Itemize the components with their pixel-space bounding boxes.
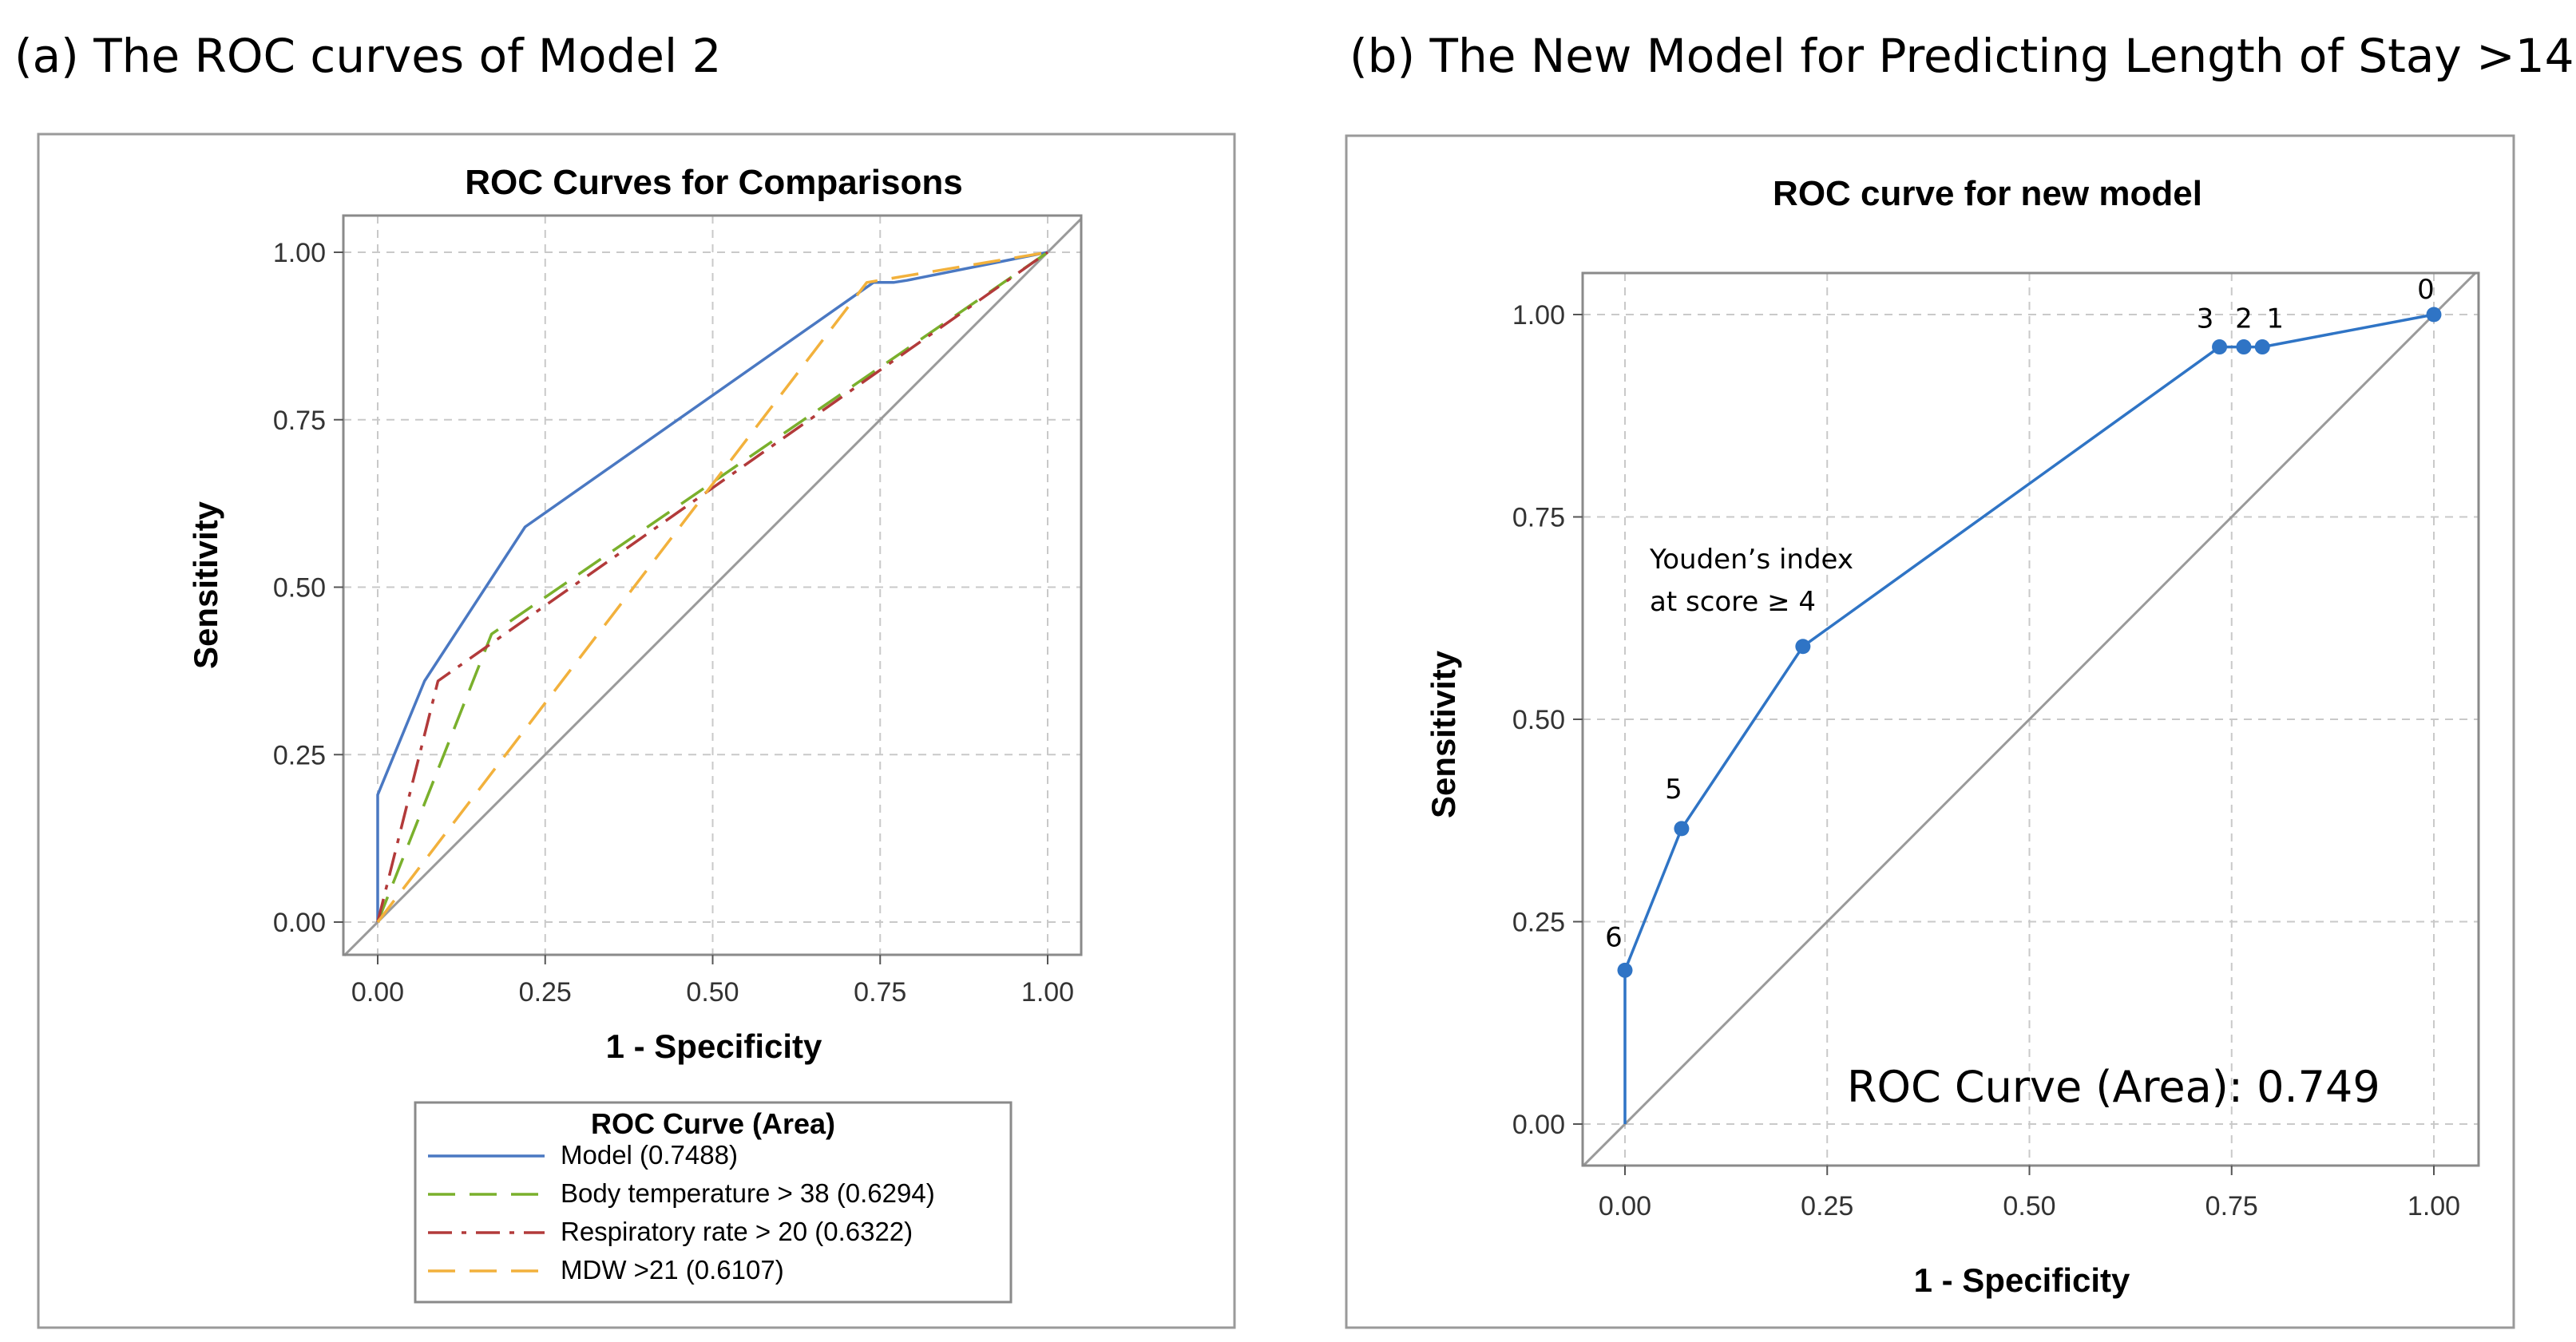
- score-point-4: [1795, 639, 1811, 655]
- x-tick-label: 1.00: [1021, 977, 1074, 1007]
- panel-b-label: (b) The New Model for Predicting Length …: [1349, 29, 2576, 83]
- y-tick-label: 0.25: [273, 740, 326, 770]
- y-tick-label: 0.00: [273, 908, 326, 938]
- x-tick-label: 0.75: [2205, 1191, 2258, 1221]
- x-tick-label: 0.25: [519, 977, 572, 1007]
- chart-b-title: ROC curve for new model: [1773, 174, 2202, 213]
- score-point-0: [2426, 307, 2442, 323]
- reference-diagonal-line: [343, 217, 1083, 957]
- series-line-1: [376, 251, 1048, 922]
- y-tick-label: 0.50: [273, 573, 326, 604]
- x-tick-label: 0.25: [1801, 1191, 1853, 1221]
- y-tick-label: 0.75: [1512, 503, 1565, 533]
- x-tick-label: 1.00: [2408, 1191, 2460, 1221]
- score-point-label-1: 1: [2266, 303, 2284, 335]
- score-point-5: [1674, 821, 1690, 837]
- x-tick-label: 0.00: [351, 977, 404, 1007]
- y-tick-label: 0.75: [273, 406, 326, 436]
- chart-a-x-axis-title: 1 - Specificity: [606, 1027, 822, 1065]
- score-point-label-3: 3: [2197, 303, 2214, 335]
- panel-b-frame: [1345, 134, 2515, 1329]
- y-tick-label: 1.00: [273, 238, 326, 268]
- x-tick-label: 0.50: [2003, 1191, 2055, 1221]
- legend-frame: [414, 1101, 1013, 1304]
- score-point-6: [1617, 962, 1633, 978]
- panel-a-frame: [37, 133, 1236, 1329]
- score-point-label-2: 2: [2235, 303, 2253, 335]
- score-point-label-0: 0: [2417, 274, 2435, 306]
- score-point-3: [2212, 339, 2228, 355]
- x-tick-label: 0.50: [686, 977, 739, 1007]
- x-tick-label: 0.00: [1599, 1191, 1651, 1221]
- score-point-2: [2236, 339, 2252, 355]
- youden-annotation-line-1: Youden’s index: [1649, 544, 1853, 576]
- y-tick-label: 0.00: [1512, 1110, 1565, 1140]
- chart-b-x-axis-title: 1 - Specificity: [1914, 1261, 2130, 1299]
- legend-label-4: MDW >21 (0.6107): [561, 1255, 784, 1285]
- series-line-4: [376, 251, 1048, 924]
- panel-a-label: (a) The ROC curves of Model 2: [14, 29, 721, 83]
- legend-label-3: Respiratory rate > 20 (0.6322): [561, 1217, 913, 1246]
- y-tick-label: 0.25: [1512, 908, 1565, 938]
- series-line-2: [376, 251, 1048, 923]
- auc-area-text: ROC Curve (Area): 0.749: [1847, 1062, 2380, 1112]
- legend-label-1: Model (0.7488): [561, 1140, 738, 1170]
- score-point-label-5: 5: [1665, 774, 1682, 806]
- chart-a-legend: ROC Curve (Area) Model (0.7488) Body temp…: [414, 1101, 1013, 1304]
- score-point-label-6: 6: [1605, 921, 1623, 953]
- chart-a-y-axis-title: Sensitivity: [187, 501, 224, 669]
- chart-b: ROC curve for new model 6 5 3 2 1 0 0.00 0.25 0…: [1425, 174, 2480, 1299]
- chart-b-y-axis-title: Sensitivity: [1425, 650, 1462, 818]
- youden-annotation-line-2: at score ≥ 4: [1650, 586, 1816, 618]
- legend-label-2: Body temperature > 38 (0.6294): [561, 1178, 935, 1208]
- score-point-1: [2254, 339, 2270, 355]
- y-tick-label: 0.50: [1512, 705, 1565, 735]
- series-line-3: [376, 251, 1049, 923]
- reference-diagonal-line: [1582, 271, 2477, 1167]
- chart-a-title: ROC Curves for Comparisons: [465, 163, 962, 202]
- chart-a: ROC Curves for Comparisons 0.00 0.25 0.50 0…: [187, 163, 1083, 1304]
- chart-a-plot-frame: [342, 214, 1083, 956]
- x-tick-label: 0.75: [854, 977, 906, 1007]
- legend-title: ROC Curve (Area): [591, 1107, 835, 1140]
- y-tick-label: 1.00: [1512, 300, 1565, 331]
